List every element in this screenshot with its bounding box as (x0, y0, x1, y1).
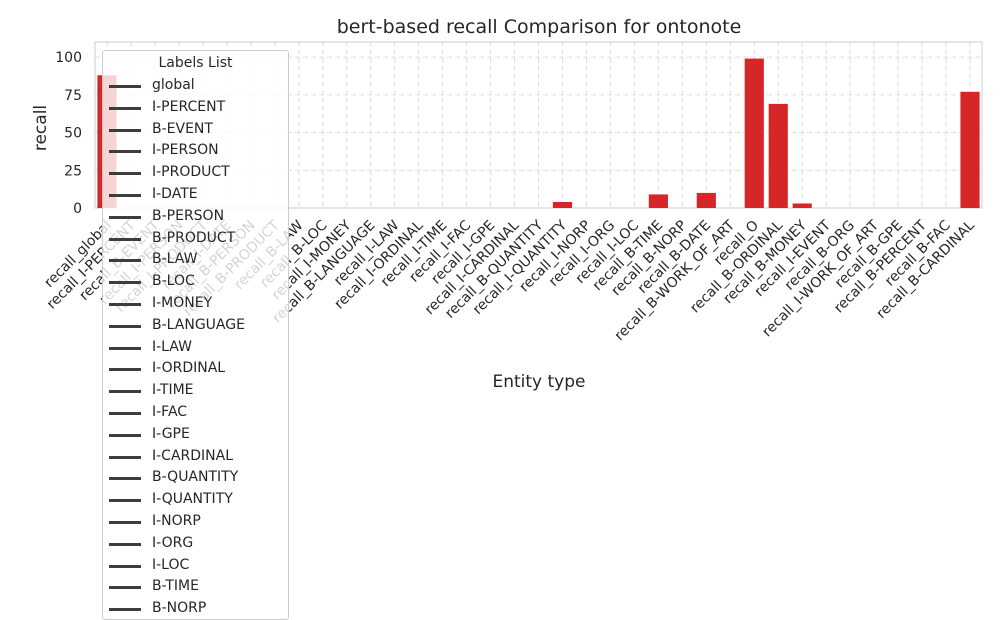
legend-title: Labels List (158, 55, 233, 71)
legend-label: I-TIME (152, 382, 194, 399)
legend-label: B-LANGUAGE (152, 316, 245, 333)
y-tick-label: 50 (64, 126, 82, 142)
legend-label: I-NORP (152, 512, 201, 529)
legend-item: I-ORG (103, 533, 288, 555)
legend: Labels List global I-PERCENT B-EVENT I-PERS… (102, 50, 289, 620)
legend-item: B-PRODUCT (103, 228, 288, 250)
legend-item: I-LAW (103, 337, 288, 359)
legend-label: B-EVENT (152, 120, 213, 137)
legend-line-swatch (109, 368, 141, 372)
y-tick-label: 75 (64, 88, 82, 104)
legend-label: I-QUANTITY (152, 491, 233, 508)
legend-item: I-QUANTITY (103, 489, 288, 511)
x-axis-label: Entity type (492, 372, 585, 392)
legend-label: B-NORP (152, 600, 207, 617)
bar (648, 194, 668, 208)
bar (696, 192, 716, 208)
legend-label: B-TIME (152, 578, 199, 595)
legend-item: I-NORP (103, 511, 288, 533)
legend-label: I-CARDINAL (152, 447, 234, 464)
legend-line-swatch (109, 542, 141, 546)
legend-item: global (103, 75, 288, 97)
legend-label: I-MONEY (152, 294, 213, 311)
legend-item: I-ORDINAL (103, 358, 288, 380)
legend-line-swatch (109, 499, 141, 503)
legend-line-swatch (109, 128, 141, 132)
legend-item: I-MONEY (103, 293, 288, 315)
legend-line-swatch (109, 259, 141, 263)
legend-line-swatch (109, 608, 141, 612)
legend-item: B-PERSON (103, 206, 288, 228)
legend-line-swatch (109, 281, 141, 285)
legend-line-swatch (109, 85, 141, 88)
legend-line-swatch (109, 411, 141, 415)
legend-label: I-ORDINAL (152, 360, 226, 377)
legend-item: I-DATE (103, 184, 288, 206)
plot-frame (94, 41, 983, 209)
legend-line-swatch (109, 324, 141, 328)
y-tick-label: 25 (64, 163, 82, 179)
legend-label: B-LOC (152, 273, 195, 290)
legend-item: I-GPE (103, 424, 288, 446)
legend-label: global (152, 77, 195, 93)
legend-label: I-GPE (152, 425, 190, 442)
legend-item: B-EVENT (103, 119, 288, 141)
legend-line-swatch (109, 586, 141, 590)
legend-line-swatch (109, 455, 141, 459)
bar (744, 58, 764, 208)
legend-item: B-NORP (103, 598, 288, 619)
legend-line-swatch (109, 433, 141, 437)
legend-item: B-QUANTITY (103, 467, 288, 489)
legend-label: B-LAW (152, 251, 198, 268)
legend-items: global I-PERCENT B-EVENT I-PERSON I-PRODUCT I… (103, 75, 288, 619)
legend-label: I-ORG (152, 534, 194, 551)
legend-line-swatch (109, 150, 141, 154)
bar (792, 203, 812, 208)
legend-line-swatch (109, 564, 141, 568)
bar (768, 103, 788, 208)
legend-label: I-DATE (152, 185, 198, 202)
legend-item: I-TIME (103, 380, 288, 402)
legend-label: I-PERSON (152, 142, 219, 159)
legend-label: I-PERCENT (152, 98, 226, 115)
legend-label: B-QUANTITY (152, 469, 239, 486)
legend-line-swatch (109, 106, 141, 110)
legend-label: I-LOC (152, 556, 190, 573)
legend-label: I-PRODUCT (152, 164, 230, 181)
chart-title: bert-based recall Comparison for ontonot… (337, 16, 742, 38)
legend-line-swatch (109, 520, 141, 524)
legend-item: I-FAC (103, 402, 288, 424)
y-tick-label: 0 (73, 201, 82, 217)
legend-item: B-TIME (103, 576, 288, 598)
legend-label: I-FAC (152, 403, 188, 420)
legend-item: B-LANGUAGE (103, 315, 288, 337)
legend-line-swatch (109, 193, 141, 197)
legend-item: B-LOC (103, 271, 288, 293)
legend-label: B-PERSON (152, 207, 225, 224)
bar (552, 201, 573, 208)
y-axis-label: recall (31, 105, 51, 151)
bar (960, 91, 980, 208)
legend-line-swatch (109, 172, 141, 176)
legend-line-swatch (109, 477, 141, 481)
legend-line-swatch (109, 390, 141, 394)
legend-label: I-LAW (152, 338, 192, 355)
legend-item: I-PERCENT (103, 97, 288, 119)
legend-line-swatch (109, 302, 141, 306)
legend-item: B-LAW (103, 249, 288, 271)
legend-item: I-CARDINAL (103, 446, 288, 468)
legend-line-swatch (109, 215, 141, 219)
legend-line-swatch (109, 237, 141, 241)
legend-line-swatch (109, 346, 141, 350)
legend-item: I-PERSON (103, 140, 288, 162)
y-tick-label: 100 (55, 50, 82, 66)
legend-label: B-PRODUCT (152, 229, 236, 246)
legend-item: I-PRODUCT (103, 162, 288, 184)
legend-item: I-LOC (103, 555, 288, 577)
